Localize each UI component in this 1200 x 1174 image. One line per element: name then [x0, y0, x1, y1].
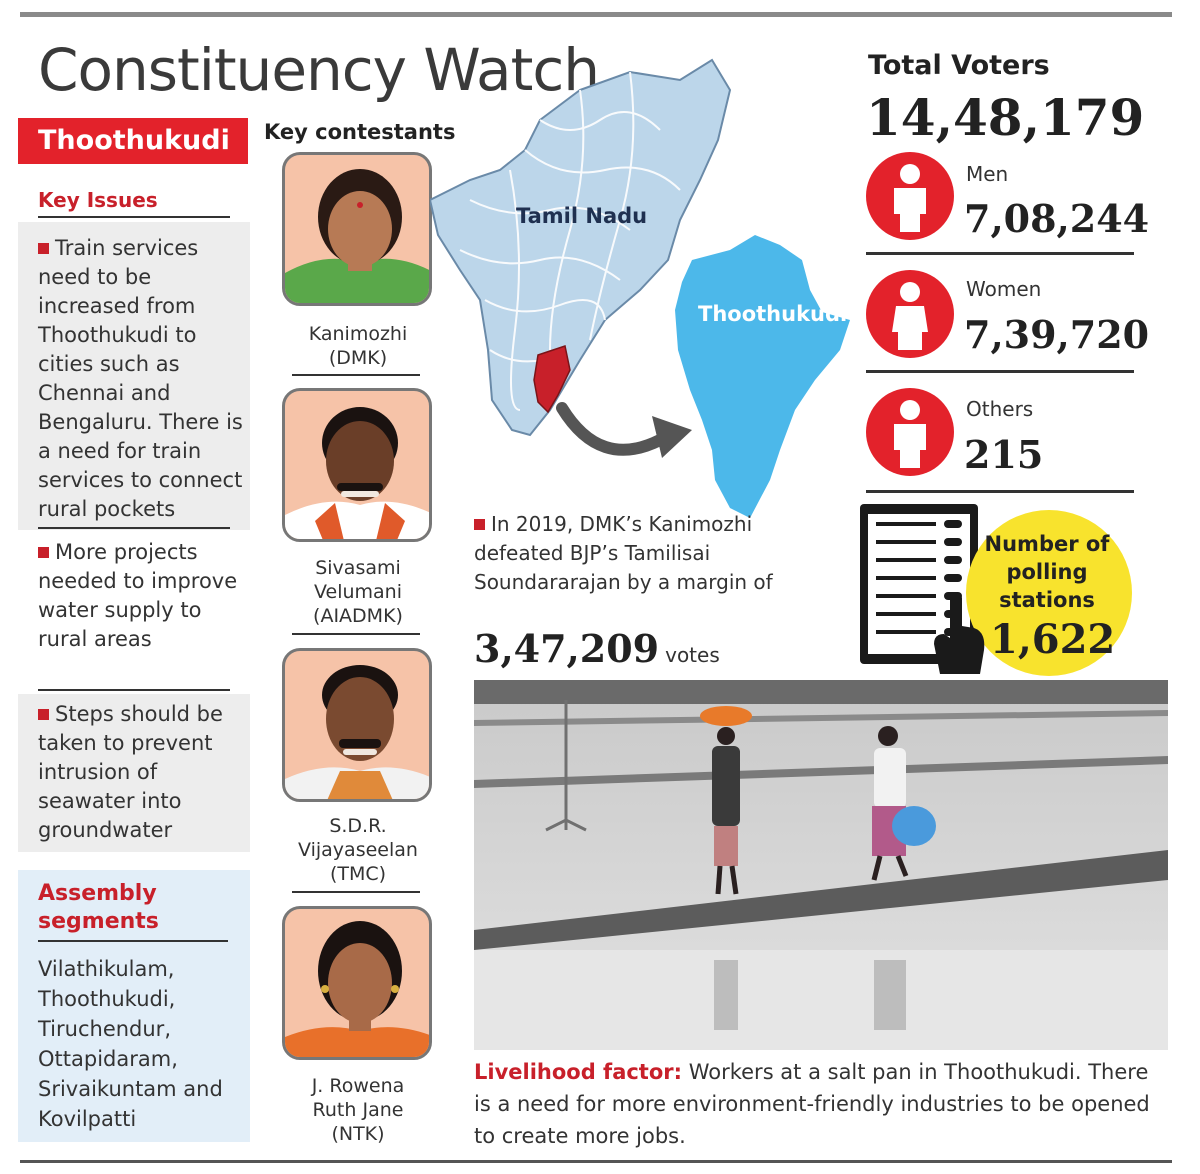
contestant-name: Kanimozhi	[308, 323, 408, 345]
contestant-name: Sivasami Velumani	[313, 557, 402, 603]
caption-text: Workers at a salt pan in Thoothukudi. Th…	[474, 1060, 1150, 1148]
person-icon	[866, 270, 954, 358]
constituency-badge: Thoothukudi	[18, 118, 248, 164]
result-2019-text: In 2019, DMK’s Kanimozhi defeated BJP’s …	[474, 512, 773, 594]
issue-item: Steps should be taken to prevent intrusi…	[18, 694, 250, 852]
bullet-icon	[474, 519, 485, 530]
contestant-photo	[282, 388, 432, 542]
assembly-segments-box: Assembly segments Vilathikulam, Thoothuk…	[18, 870, 250, 1142]
polling-stations-value: 1,622	[990, 616, 1116, 663]
person-icon	[866, 388, 954, 476]
top-rule	[20, 12, 1172, 17]
contestant-separator	[292, 633, 420, 635]
others-label: Others	[966, 397, 1034, 421]
polling-stations-circle	[966, 510, 1132, 676]
worker-figure	[700, 706, 752, 895]
bullet-icon	[38, 709, 49, 720]
contestant-separator	[292, 891, 420, 893]
page-title: Constituency Watch	[38, 36, 600, 104]
others-value: 215	[964, 432, 1044, 477]
contestant-party: (AIADMK)	[313, 605, 403, 627]
men-label: Men	[966, 162, 1009, 186]
bullet-icon	[38, 243, 49, 254]
margin-unit: votes	[665, 643, 720, 667]
contestant-label: Kanimozhi (DMK)	[268, 322, 448, 370]
person-portrait-icon	[285, 921, 429, 1057]
contestant-photo	[282, 648, 432, 802]
bullet-icon	[38, 547, 49, 558]
total-voters-label: Total Voters	[868, 50, 1050, 81]
thoothukudi-highlight	[533, 345, 571, 414]
contestant-photo	[282, 152, 432, 306]
contestant-separator	[292, 374, 420, 376]
caption-heading: Livelihood factor:	[474, 1060, 683, 1084]
contestant-label: J. Rowena Ruth Jane (NTK)	[268, 1074, 448, 1146]
key-contestants-heading: Key contestants	[264, 120, 456, 144]
margin-value: 3,47,209	[474, 626, 660, 671]
contestant-party: (NTK)	[331, 1123, 385, 1145]
district-shape	[675, 235, 850, 518]
men-value: 7,08,244	[964, 196, 1150, 241]
bottom-rule	[20, 1160, 1172, 1163]
person-portrait-icon	[285, 665, 429, 799]
contestant-party: (TMC)	[329, 863, 387, 885]
issue-item: Train services need to be increased from…	[18, 222, 250, 530]
voters-separator	[866, 490, 1134, 493]
contestant-name: J. Rowena Ruth Jane	[311, 1075, 405, 1121]
person-portrait-icon	[285, 169, 429, 303]
tamil-nadu-map	[430, 58, 850, 518]
person-portrait-icon	[285, 407, 429, 539]
arrow-icon	[556, 402, 666, 456]
photo-caption: Livelihood factor: Workers at a salt pan…	[474, 1056, 1170, 1152]
polling-stations-label: Number of polling stations	[984, 532, 1110, 612]
assembly-segments-heading: Assembly segments	[38, 880, 228, 942]
state-shape	[430, 58, 732, 437]
contestant-party: (DMK)	[328, 347, 388, 369]
issue-separator	[38, 527, 230, 529]
women-label: Women	[966, 277, 1042, 301]
assembly-segments-list: Vilathikulam, Thoothukudi, Tiruchendur, …	[38, 957, 223, 1131]
contestant-photo	[282, 906, 432, 1060]
district-map-label: Thoothukudi	[698, 302, 848, 326]
person-icon	[866, 152, 954, 240]
state-map-label: Tamil Nadu	[516, 204, 648, 228]
total-voters-value: 14,48,179	[866, 88, 1145, 147]
winning-margin: 3,47,209 votes	[474, 626, 720, 671]
salt-pan-photo	[474, 680, 1168, 1050]
contestant-label: S.D.R. Vijayaseelan (TMC)	[268, 814, 448, 886]
key-issues-heading: Key Issues	[38, 188, 230, 218]
issue-item: More projects needed to improve water su…	[38, 540, 238, 651]
worker-figure	[871, 726, 936, 881]
voters-separator	[866, 370, 1134, 373]
voters-separator	[866, 252, 1134, 255]
issue-separator	[38, 689, 230, 691]
contestant-name: S.D.R. Vijayaseelan	[298, 815, 418, 861]
pointing-hand-icon	[934, 592, 985, 674]
women-value: 7,39,720	[964, 312, 1150, 357]
contestant-label: Sivasami Velumani (AIADMK)	[268, 556, 448, 628]
